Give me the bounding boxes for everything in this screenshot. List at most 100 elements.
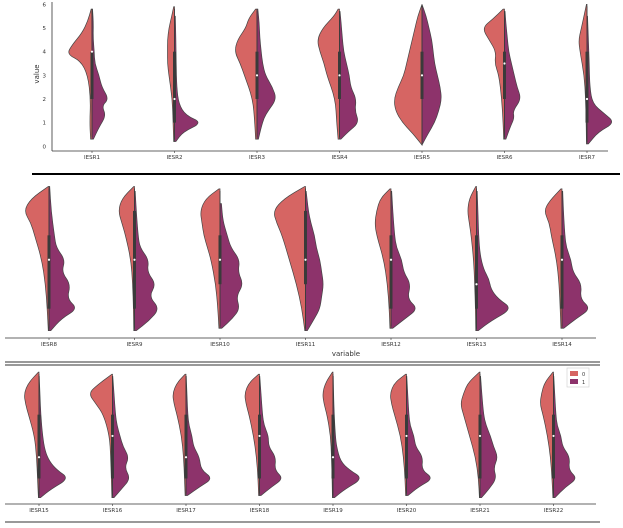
violin-half-0 — [374, 188, 392, 329]
median-dot — [173, 97, 176, 101]
x-tick-label: IESR8 — [41, 342, 57, 348]
x-tick-label: IESR4 — [332, 155, 348, 161]
x-tick-label: IESR10 — [210, 342, 230, 348]
violin-half-0 — [172, 373, 187, 496]
legend-swatch-1 — [570, 379, 578, 384]
x-tick-label: IESR7 — [579, 155, 595, 161]
violin-half-1 — [504, 11, 521, 140]
median-dot — [405, 434, 408, 438]
median-dot — [184, 456, 188, 459]
violin-half-1 — [406, 376, 431, 496]
x-tick-label: IESR15 — [29, 508, 49, 514]
x-tick-label: IESR9 — [127, 342, 143, 348]
violin-IESR9 — [118, 186, 158, 332]
violin-IESR7 — [578, 4, 612, 145]
iqr-box — [503, 51, 506, 99]
violin-half-1 — [174, 15, 199, 142]
x-axis-label: variable — [332, 350, 360, 358]
violin-half-0 — [200, 188, 221, 329]
panel-2: IESR8 IESR9 IESR10 IESR11 IESR12 IESR13 IESR14 — [5, 186, 596, 348]
violin-half-0 — [24, 371, 40, 498]
violin-half-0 — [460, 371, 481, 498]
median-dot — [552, 434, 555, 438]
x-tick-label: IESR17 — [176, 508, 196, 514]
y-tick-label: 6 — [43, 2, 47, 8]
violin-IESR19 — [322, 371, 360, 498]
violin-half-1 — [219, 203, 243, 329]
y-tick-label: 2 — [43, 97, 47, 103]
violin-half-0 — [68, 8, 93, 140]
median-dot — [90, 50, 94, 53]
violin-half-1 — [479, 376, 498, 498]
y-tick-label: 4 — [43, 50, 47, 56]
median-dot — [47, 258, 51, 261]
median-dot — [331, 456, 335, 459]
iqr-box — [37, 414, 41, 479]
median-dot — [560, 258, 564, 261]
violin-IESR8 — [25, 186, 75, 332]
iqr-box — [90, 51, 94, 99]
x-tick-label: IESR5 — [414, 155, 430, 161]
x-tick-label: IESR14 — [552, 342, 572, 348]
violin-IESR14 — [545, 188, 589, 329]
violin-half-0 — [235, 8, 258, 140]
median-dot — [585, 97, 589, 101]
median-dot — [37, 456, 41, 459]
x-tick-label: IESR12 — [381, 342, 400, 348]
iqr-box — [389, 235, 393, 309]
y-tick-label: 1 — [43, 121, 47, 127]
violin-IESR4 — [317, 8, 358, 140]
y-tick-label: 5 — [43, 26, 47, 32]
median-dot — [338, 74, 341, 77]
median-dot — [255, 74, 259, 77]
violin-IESR5 — [394, 4, 442, 147]
violin-half-0 — [317, 8, 340, 140]
x-tick-label: IESR3 — [249, 155, 265, 161]
panel-3: IESR15 IESR16 IESR17 IESR18 IESR19 IESR20 IESR… — [5, 371, 596, 514]
x-tick-label: IESR6 — [497, 155, 513, 161]
median-dot — [304, 258, 307, 261]
iqr-box — [304, 210, 307, 285]
median-dot — [111, 434, 114, 438]
x-tick-label: IESR22 — [544, 508, 563, 514]
violin-half-1 — [256, 8, 276, 140]
violin-IESR16 — [90, 373, 130, 498]
violin-half-1 — [134, 190, 158, 332]
violin-IESR18 — [244, 373, 282, 496]
violin-half-1 — [91, 8, 108, 140]
y-tick-label: 3 — [43, 73, 47, 79]
violin-half-0 — [90, 373, 113, 498]
iqr-box — [184, 414, 188, 479]
median-dot — [133, 258, 136, 261]
legend-label-1: 1 — [582, 380, 585, 386]
violin-half-0 — [394, 4, 423, 147]
violin-half-0 — [390, 373, 407, 496]
x-tick-label: IESR2 — [167, 155, 183, 161]
x-tick-label: IESR21 — [470, 508, 489, 514]
iqr-box — [405, 414, 408, 479]
panel-1: 0 1 2 3 4 5 6 IESR1 IESR2 IESR3 IESR4 IESR5 IESR6 IES… — [43, 2, 612, 161]
violin-half-1 — [586, 15, 612, 145]
median-dot — [478, 434, 482, 438]
x-tick-label: IESR19 — [323, 508, 343, 514]
violin-half-1 — [259, 376, 282, 496]
legend-swatch-0 — [570, 371, 578, 376]
iqr-box — [173, 51, 176, 123]
iqr-box — [258, 414, 261, 479]
median-dot — [389, 258, 393, 261]
violin-half-1 — [561, 190, 589, 329]
violin-half-0 — [25, 186, 50, 332]
x-tick-label: IESR1 — [84, 155, 100, 161]
iqr-box — [475, 235, 478, 309]
violin-half-0 — [322, 371, 334, 498]
median-dot — [475, 283, 478, 286]
violin-IESR17 — [172, 373, 211, 496]
violin-IESR12 — [374, 188, 416, 329]
median-dot — [420, 74, 424, 77]
violin-half-0 — [167, 6, 175, 142]
violin-half-0 — [545, 188, 563, 329]
x-tick-label: IESR20 — [397, 508, 417, 514]
violin-half-1 — [332, 376, 360, 498]
y-tick-label: 0 — [43, 144, 47, 150]
